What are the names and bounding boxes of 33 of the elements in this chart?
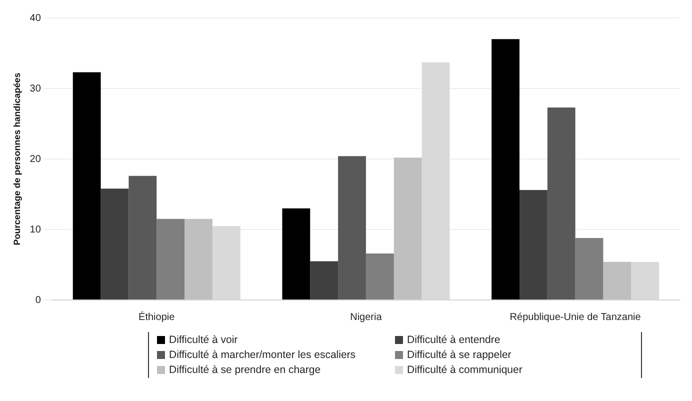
- y-tick-label: 0: [35, 294, 42, 306]
- bar: [310, 261, 338, 300]
- legend-label: Difficulté à communiquer: [407, 364, 522, 376]
- bar: [575, 238, 604, 300]
- bar: [631, 262, 660, 300]
- legend-label: Difficulté à se rappeler: [407, 349, 512, 361]
- bar: [547, 108, 576, 300]
- y-tick-label: 40: [30, 12, 42, 24]
- legend-label: Difficulté à marcher/monter les escaliers: [169, 349, 356, 361]
- x-tick-label: Éthiopie: [138, 310, 176, 323]
- bar: [100, 188, 129, 300]
- y-tick-label: 30: [30, 83, 42, 94]
- bar: [212, 226, 240, 300]
- bar: [394, 158, 422, 300]
- y-tick-label: 10: [30, 224, 42, 236]
- bar: [519, 190, 548, 300]
- bar: [156, 218, 185, 300]
- bar: [366, 253, 394, 300]
- bar: [338, 156, 366, 300]
- legend-label: Difficulté à se prendre en charge: [169, 364, 321, 376]
- bar: [492, 39, 520, 300]
- x-tick-label: République-Unie de Tanzanie: [510, 312, 642, 323]
- y-axis-title: Pourcentage de personnes handicapées: [12, 72, 22, 246]
- legend-label: Difficulté à voir: [169, 334, 238, 346]
- bar: [282, 208, 310, 300]
- legend-label: Difficulté à entendre: [407, 334, 500, 346]
- bar: [72, 72, 101, 300]
- bar: [422, 62, 450, 300]
- bar: [603, 262, 632, 300]
- bar: [128, 176, 157, 300]
- bar: [184, 218, 212, 300]
- y-tick-label: 20: [30, 154, 42, 165]
- x-tick-label: Nigeria: [350, 312, 382, 323]
